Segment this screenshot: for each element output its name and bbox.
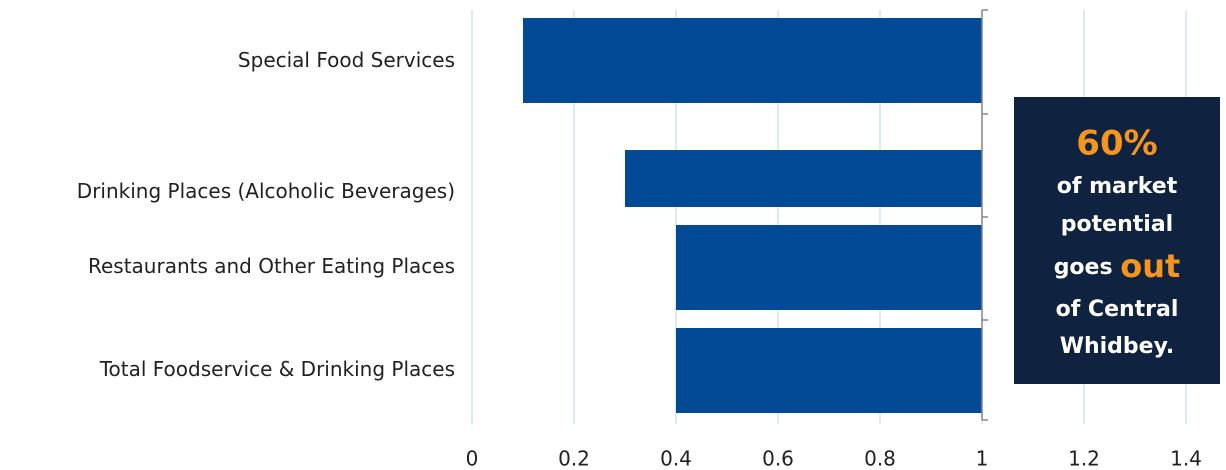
x-tick-label: 0.4 [660, 447, 692, 470]
callout-text: of market [1057, 174, 1178, 199]
x-tick-label: 1.2 [1068, 447, 1100, 470]
callout-text: of Central [1056, 297, 1179, 322]
x-tick-label: 0.2 [558, 447, 590, 470]
x-tick-label: 1 [976, 447, 989, 470]
callout-text: goes [1054, 255, 1113, 280]
y-tick-label: Drinking Places (Alcoholic Beverages) [77, 179, 455, 203]
x-tick-label: 0 [466, 447, 479, 470]
y-tick-label: Special Food Services [238, 48, 455, 72]
callout-emphasis: out [1120, 247, 1180, 285]
x-tick-label: 0.8 [864, 447, 896, 470]
bar [676, 225, 982, 310]
callout-text: goes out [1054, 247, 1181, 285]
y-tick-label: Total Foodservice & Drinking Places [99, 357, 455, 381]
callout-text: Whidbey. [1060, 334, 1175, 359]
bar [625, 150, 982, 207]
callout-figure: 60% [1076, 124, 1157, 164]
y-tick-label: Restaurants and Other Eating Places [88, 254, 455, 278]
x-tick-label: 0.6 [762, 447, 794, 470]
callout-text: potential [1061, 212, 1173, 237]
x-tick-label: 1.4 [1170, 447, 1202, 470]
bar [676, 328, 982, 413]
bar [523, 18, 982, 103]
callout-box [1014, 97, 1220, 384]
